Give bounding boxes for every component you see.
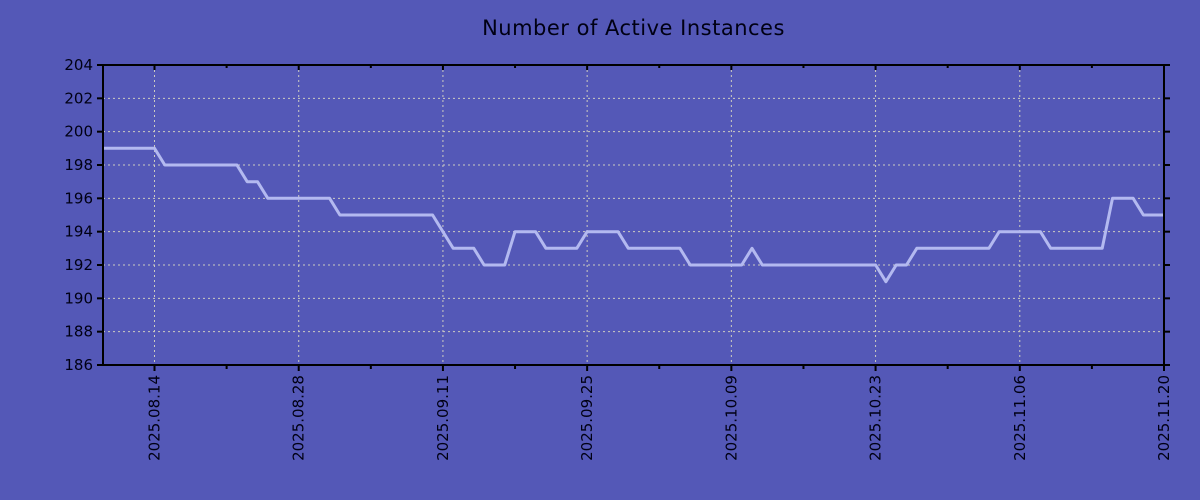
x-tick-label: 2025.08.28 (290, 375, 308, 461)
y-tick-label: 198 (64, 156, 93, 174)
x-tick-label: 2025.10.23 (867, 375, 885, 461)
y-tick-label: 190 (64, 289, 93, 307)
y-tick-label: 204 (64, 56, 93, 74)
plot-border (102, 64, 1165, 366)
x-tick-label: 2025.10.09 (722, 375, 740, 461)
y-tick-label: 188 (64, 323, 93, 341)
x-tick-label: 2025.08.14 (146, 375, 164, 461)
y-tick-label: 186 (64, 356, 93, 374)
x-tick-label: 2025.09.25 (578, 375, 596, 461)
x-tick-label: 2025.11.06 (1011, 375, 1029, 461)
y-tick-label: 196 (64, 189, 93, 207)
y-tick-label: 200 (64, 123, 93, 141)
y-tick-label: 202 (64, 89, 93, 107)
y-tick-label: 194 (64, 223, 93, 241)
y-tick-label: 192 (64, 256, 93, 274)
x-tick-label: 2025.11.20 (1155, 375, 1173, 461)
x-tick-label: 2025.09.11 (434, 375, 452, 461)
chart-title: Number of Active Instances (482, 16, 785, 40)
data-line (103, 146, 1164, 284)
